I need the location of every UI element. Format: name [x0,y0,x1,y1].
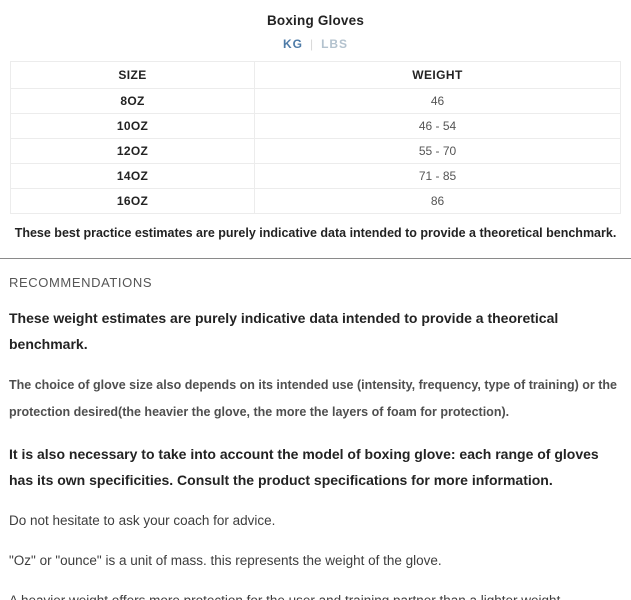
recommendation-paragraph: These weight estimates are purely indica… [9,310,559,352]
table-row: 14OZ 71 - 85 [10,163,621,189]
recommendations-heading: RECOMMENDATIONS [9,275,153,290]
column-header-weight: WEIGHT [254,61,621,89]
page-title: Boxing Gloves [266,13,365,28]
section-divider [0,258,631,259]
unit-toggle-separator: | [309,37,315,51]
recommendation-paragraph: Do not hesitate to ask your coach for ad… [9,513,276,528]
recommendations-body: These weight estimates are purely indica… [9,305,622,600]
weight-cell: 86 [254,188,621,214]
weight-cell: 46 - 54 [254,113,621,139]
table-caption: These best practice estimates are purely… [14,226,617,240]
size-cell: 14OZ [10,163,255,189]
column-header-size: SIZE [10,61,255,89]
table-row: 16OZ 86 [10,188,621,214]
size-chart-table: SIZE WEIGHT 8OZ 46 10OZ 46 - 54 12OZ 55 - 70 1… [10,61,621,214]
size-guide-header: Boxing Gloves KG | LBS [0,0,631,51]
weight-cell: 46 [254,88,621,114]
recommendation-paragraph: "Oz" or "ounce" is a unit of mass. this … [9,553,442,568]
recommendation-paragraph: The choice of glove size also depends on… [9,378,617,419]
size-cell: 8OZ [10,88,255,114]
weight-cell: 71 - 85 [254,163,621,189]
table-header-row: SIZE WEIGHT [10,61,621,89]
weight-cell: 55 - 70 [254,138,621,164]
table-row: 12OZ 55 - 70 [10,138,621,164]
unit-lbs-button[interactable]: LBS [321,37,349,51]
size-cell: 16OZ [10,188,255,214]
recommendation-paragraph: A heavier weight offers more protection … [9,588,622,600]
recommendation-paragraph: It is also necessary to take into accoun… [9,446,599,488]
recommendations-section: RECOMMENDATIONS These weight estimates a… [0,275,631,600]
table-row: 8OZ 46 [10,88,621,114]
size-cell: 12OZ [10,138,255,164]
unit-kg-button[interactable]: KG [282,37,303,51]
size-cell: 10OZ [10,113,255,139]
table-row: 10OZ 46 - 54 [10,113,621,139]
unit-toggle: KG | LBS [0,37,631,51]
